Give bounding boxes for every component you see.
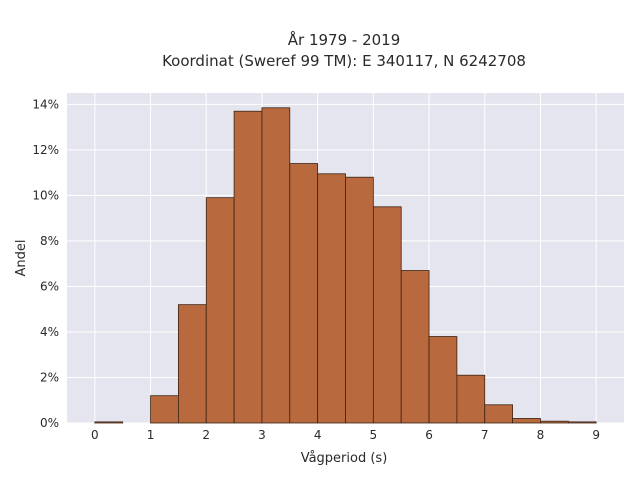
histogram-bar	[150, 395, 179, 424]
histogram-bar	[456, 374, 486, 424]
histogram-bar	[345, 176, 374, 424]
y-tick-label: 12%	[32, 143, 59, 157]
y-axis-label: Andel	[14, 240, 29, 277]
y-axis-ticks: 0% 2% 4% 6% 8% 10% 12% 14%	[32, 97, 59, 430]
y-tick-label: 4%	[40, 325, 59, 339]
chart-title-line1: År 1979 - 2019	[288, 30, 401, 49]
x-tick-label: 4	[314, 428, 322, 442]
histogram-bar	[400, 270, 430, 424]
histogram-bar	[540, 420, 569, 424]
histogram-bar	[233, 110, 263, 424]
x-tick-label: 8	[537, 428, 545, 442]
histogram-bar	[428, 336, 458, 424]
x-tick-label: 3	[258, 428, 266, 442]
x-tick-label: 1	[147, 428, 155, 442]
x-tick-label: 7	[481, 428, 489, 442]
histogram-bar	[289, 163, 319, 424]
histogram-bar	[261, 107, 291, 424]
x-tick-label: 6	[425, 428, 433, 442]
y-tick-label: 0%	[40, 416, 59, 430]
y-tick-label: 2%	[40, 370, 59, 384]
chart-title-line2: Koordinat (Sweref 99 TM): E 340117, N 62…	[162, 52, 526, 70]
x-axis-ticks: 0 1 2 3 4 5 6 7 8 9	[91, 428, 600, 442]
histogram-bar	[372, 206, 402, 424]
x-tick-label: 2	[202, 428, 210, 442]
y-tick-label: 14%	[32, 97, 59, 111]
histogram-bar	[484, 404, 514, 424]
x-axis-label: Vågperiod (s)	[301, 451, 388, 466]
x-tick-label: 0	[91, 428, 99, 442]
histogram-bar	[512, 418, 541, 424]
histogram-bar	[317, 173, 346, 424]
histogram-bar	[205, 197, 235, 424]
x-tick-label: 9	[592, 428, 600, 442]
y-tick-label: 8%	[40, 234, 59, 248]
y-tick-label: 10%	[32, 188, 59, 202]
y-tick-label: 6%	[40, 279, 59, 293]
histogram-bar	[567, 421, 597, 424]
histogram-bar	[177, 304, 207, 424]
bars	[94, 107, 597, 424]
histogram-bar	[94, 421, 124, 424]
x-tick-label: 5	[370, 428, 378, 442]
